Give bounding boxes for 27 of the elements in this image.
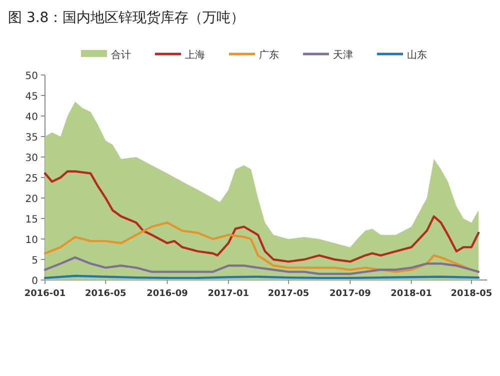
x-tick-label: 2016-05 [84, 289, 126, 299]
legend-label: 山东 [407, 49, 427, 61]
x-tick-label: 2016-09 [146, 289, 188, 299]
y-tick-label: 35 [25, 132, 38, 144]
y-tick-label: 30 [25, 153, 38, 164]
x-tick-label: 2017-01 [208, 289, 250, 299]
y-tick-label: 40 [25, 112, 38, 123]
x-tick-label: 2018-01 [390, 289, 432, 299]
y-tick-label: 25 [25, 174, 38, 184]
y-tick-label: 15 [25, 214, 38, 226]
x-tick-label: 2017-09 [330, 289, 371, 299]
x-tick-label: 2018-05 [450, 289, 492, 299]
y-tick-label: 20 [25, 194, 38, 205]
y-tick-label: 45 [25, 92, 38, 102]
y-tick-label: 50 [25, 71, 38, 82]
legend-label: 天津 [333, 49, 353, 61]
x-tick-label: 2016-01 [24, 289, 66, 299]
line-series [44, 170, 480, 263]
y-tick-label: 5 [32, 256, 38, 266]
chart-title: 图 3.8：国内地区锌现货库存（万吨） [8, 10, 245, 26]
line-series [44, 256, 480, 275]
x-tick-label: 2017-05 [268, 289, 310, 299]
y-tick-label: 0 [32, 276, 38, 287]
y-tick-label: 10 [25, 235, 38, 246]
legend-label: 合计 [111, 49, 131, 61]
legend-label: 上海 [185, 49, 205, 61]
legend-label: 广东 [259, 49, 279, 61]
